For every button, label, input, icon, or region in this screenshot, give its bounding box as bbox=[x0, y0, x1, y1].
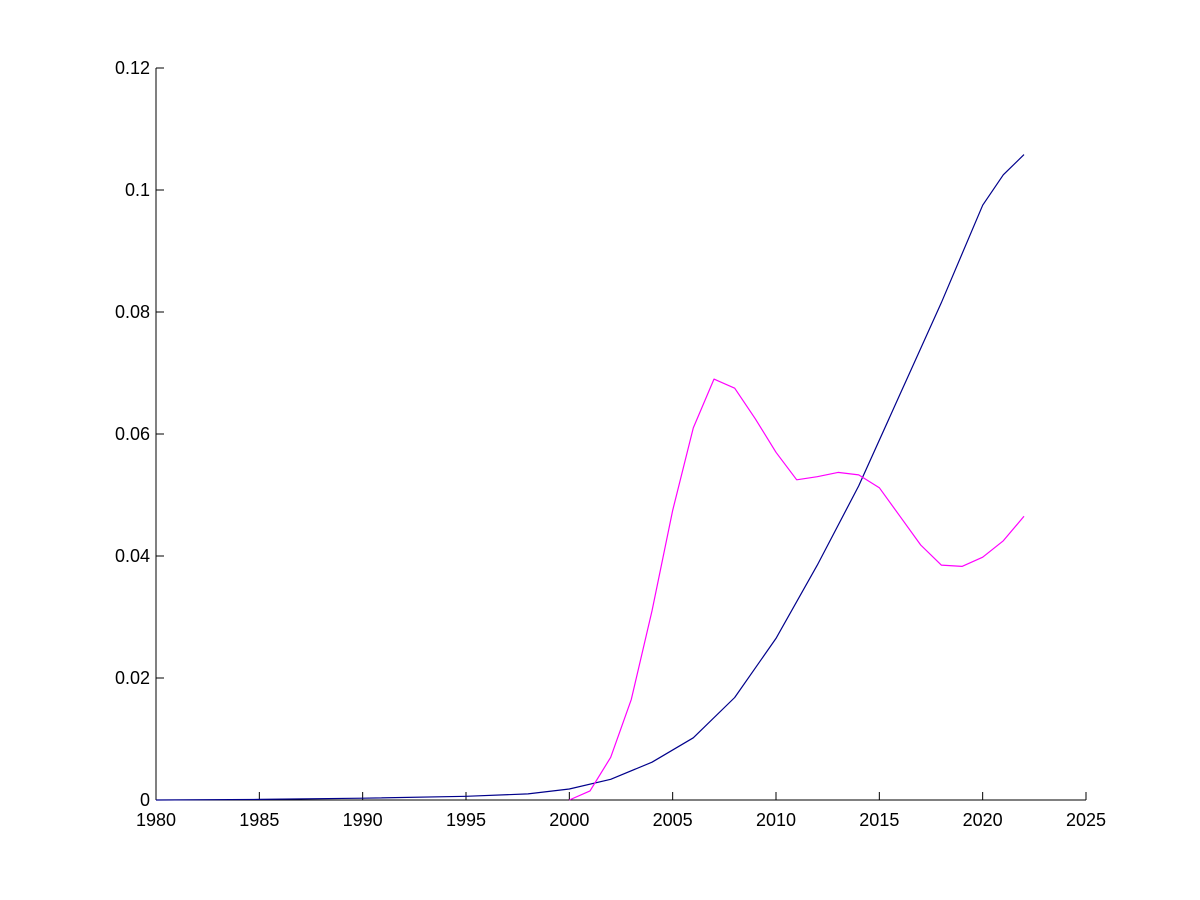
series-line-1 bbox=[155, 154, 1025, 801]
x-tick-label: 2015 bbox=[859, 810, 899, 830]
x-tick-label: 1980 bbox=[136, 810, 176, 830]
series-line-2 bbox=[569, 378, 1025, 801]
y-tick-label: 0.1 bbox=[125, 180, 150, 200]
y-tick-label: 0.02 bbox=[115, 668, 150, 688]
x-tick-label: 2025 bbox=[1066, 810, 1106, 830]
x-tick-label: 1990 bbox=[343, 810, 383, 830]
y-tick-label: 0.12 bbox=[115, 58, 150, 78]
x-tick-label: 2005 bbox=[653, 810, 693, 830]
x-tick-label: 1985 bbox=[239, 810, 279, 830]
y-tick-label: 0.06 bbox=[115, 424, 150, 444]
x-tick-label: 2000 bbox=[549, 810, 589, 830]
x-tick-label: 2010 bbox=[756, 810, 796, 830]
y-tick-label: 0.04 bbox=[115, 546, 150, 566]
plot-area: 1980 1985 1990 1995 2000 2005 2010 2015 2020 2025… bbox=[115, 58, 1106, 830]
y-tick-label: 0.08 bbox=[115, 302, 150, 322]
x-tick-label: 1995 bbox=[446, 810, 486, 830]
x-tick-label: 2020 bbox=[963, 810, 1003, 830]
y-tick-label: 0 bbox=[140, 790, 150, 810]
